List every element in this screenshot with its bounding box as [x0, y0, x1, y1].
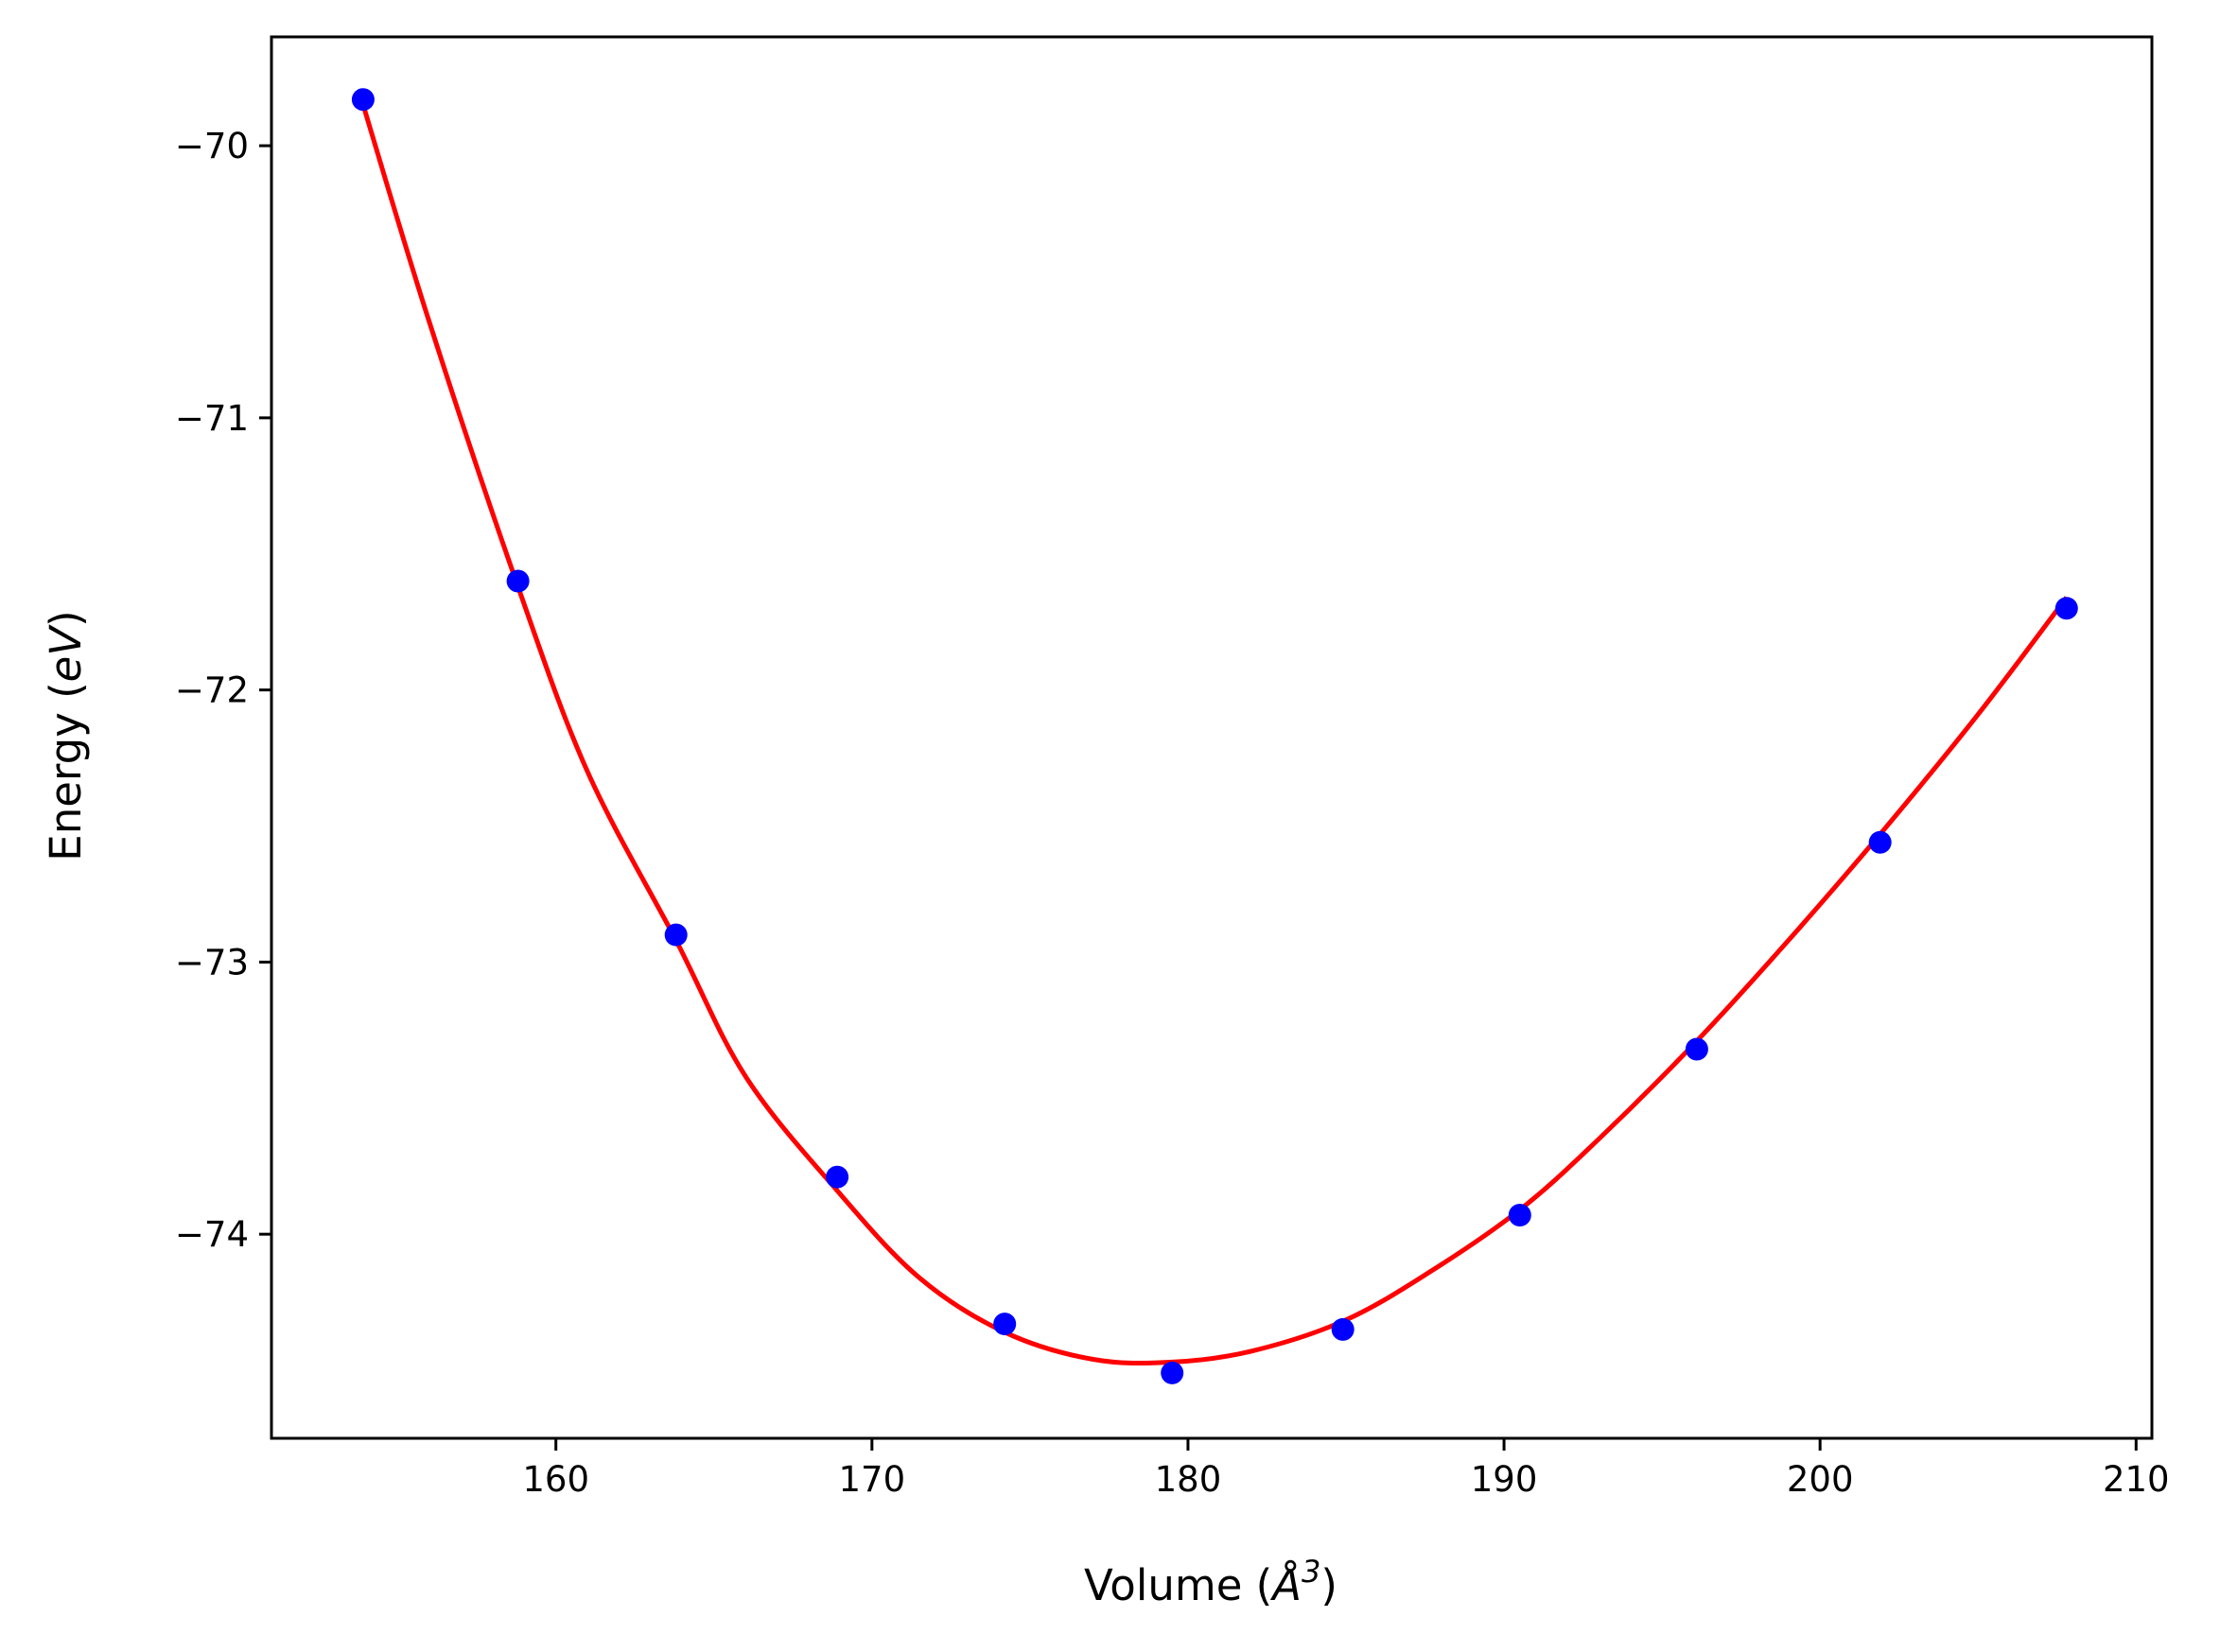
- data-point: [1868, 830, 1892, 854]
- x-tick-label: 190: [1471, 1459, 1538, 1500]
- x-tick-label: 200: [1787, 1459, 1854, 1500]
- y-tick-label: −72: [175, 670, 249, 711]
- y-tick-label: −71: [175, 398, 249, 439]
- data-point: [993, 1313, 1017, 1336]
- data-point: [506, 569, 530, 593]
- plot-area: [351, 88, 2078, 1384]
- x-tick-label: 170: [839, 1459, 906, 1500]
- data-point: [826, 1165, 849, 1189]
- axes: 160 170 180 190 200 210 −70 −71 −72 −73 −74: [175, 35, 2170, 1500]
- y-tick-label: −73: [175, 942, 249, 983]
- data-point: [1331, 1317, 1355, 1341]
- data-point: [351, 88, 375, 112]
- y-tick-label: −70: [175, 126, 249, 166]
- plot-frame: [270, 35, 2154, 1440]
- x-tick-label: 210: [2103, 1459, 2170, 1500]
- x-tick-label: 160: [522, 1459, 589, 1500]
- x-tick-label: 180: [1155, 1459, 1222, 1500]
- data-point: [664, 923, 688, 947]
- y-tick-label: −74: [175, 1214, 249, 1255]
- data-point: [1508, 1204, 1531, 1226]
- x-axis-label: Volume (Å3): [1084, 1554, 1337, 1610]
- y-axis-label: Energy (eV): [41, 610, 91, 861]
- data-point: [1685, 1037, 1708, 1061]
- data-point: [2054, 597, 2078, 620]
- data-point: [1161, 1361, 1184, 1384]
- fit-curve-line: [360, 104, 2069, 1366]
